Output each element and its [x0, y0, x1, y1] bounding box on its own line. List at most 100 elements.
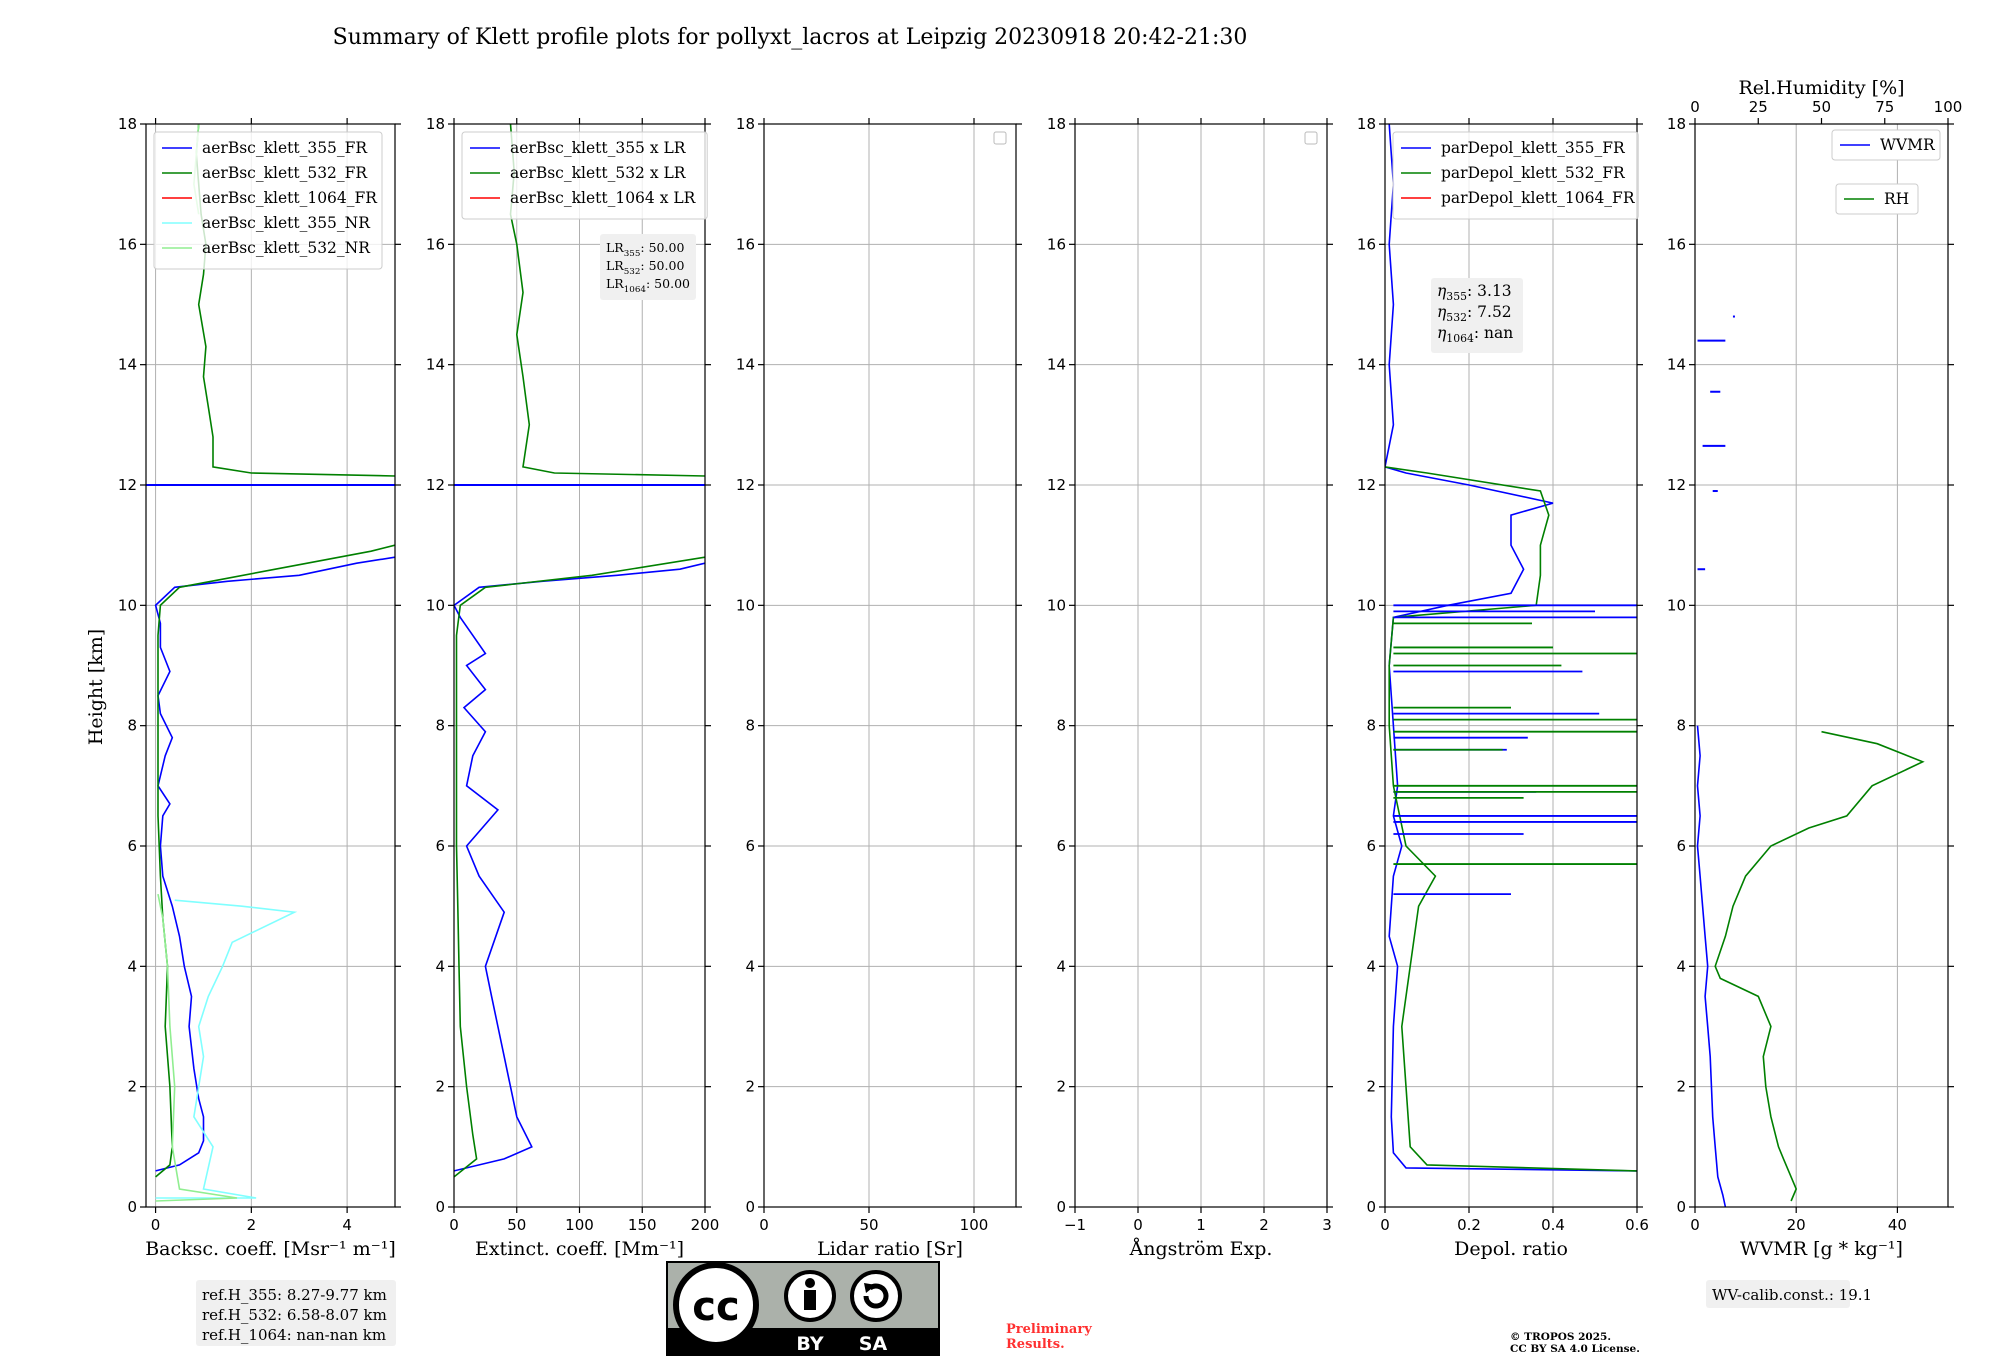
- y-tick-label: 0: [127, 1198, 137, 1216]
- legend-label: aerBsc_klett_532 x LR: [510, 164, 687, 182]
- data-layer: [146, 124, 395, 1202]
- x-tick-label: 0: [151, 1216, 161, 1234]
- legend-label: parDepol_klett_355_FR: [1441, 139, 1626, 157]
- empty-legend-box: [1304, 131, 1318, 145]
- annotation-box: [600, 234, 696, 300]
- y-tick-label: 10: [1667, 596, 1686, 614]
- y-tick-label: 4: [127, 957, 137, 975]
- panel-5: 0 2 4 6 8 10 12 14 16 18 0 0.2 0.4 0.6 Depol. ratio par…: [1357, 115, 1649, 1260]
- panel-1: 0 2 4 6 8 10 12 14 16 18 0 2 4 Backsc. coeff. [Msr⁻¹ …: [118, 115, 401, 1260]
- y-tick-label: 10: [1357, 596, 1376, 614]
- figure-title: Summary of Klett profile plots for polly…: [333, 25, 1248, 50]
- x-axis-label: Lidar ratio [Sr]: [817, 1238, 963, 1260]
- panel-3: 0 2 4 6 8 10 12 14 16 18 0 50 100 Lidar ratio [Sr]: [736, 115, 1022, 1260]
- legend-RH: RH: [1835, 183, 1919, 215]
- wv-calib-const: WV-calib.const.: 19.1: [1712, 1286, 1872, 1304]
- y-tick-label: 4: [745, 957, 755, 975]
- x2-tick-label: 50: [1812, 98, 1831, 116]
- legend-label: parDepol_klett_1064_FR: [1441, 189, 1636, 207]
- by-label: BY: [796, 1333, 823, 1355]
- series-parDepol_klett_532_FR: [1385, 466, 1637, 1172]
- empty-legend-box: [993, 131, 1007, 145]
- legend-label: RH: [1884, 190, 1909, 208]
- y-tick-label: 14: [736, 356, 755, 374]
- legend-label: aerBsc_klett_355 x LR: [510, 139, 687, 157]
- series-aerBsc_klett_532_NR: [155, 124, 238, 1202]
- y-tick-label: 14: [1667, 356, 1686, 374]
- x-tick-label: 200: [691, 1216, 720, 1234]
- preliminary-line-1: Preliminary: [1006, 1322, 1092, 1337]
- x-tick-label: −1: [1064, 1216, 1086, 1234]
- y-tick-label: 2: [1056, 1078, 1066, 1096]
- y-tick-label: 16: [118, 235, 137, 253]
- legend-box: [153, 131, 383, 270]
- ref-h-355: ref.H_355: 8.27-9.77 km: [202, 1286, 387, 1304]
- y-tick-label: 14: [1357, 356, 1376, 374]
- y-tick-label: 0: [1056, 1198, 1066, 1216]
- y-tick-label: 2: [435, 1078, 445, 1096]
- reference-height-box: ref.H_355: 8.27-9.77 km ref.H_532: 6.58-…: [196, 1280, 396, 1346]
- x-tick-label: 2: [247, 1216, 257, 1234]
- legend-label: aerBsc_klett_532_FR: [202, 164, 368, 182]
- y-tick-label: 0: [745, 1198, 755, 1216]
- y-tick-label: 6: [745, 837, 755, 855]
- y-tick-label: 12: [118, 476, 137, 494]
- x2-tick-label: 25: [1749, 98, 1768, 116]
- sa-label: SA: [859, 1333, 888, 1355]
- axes-frame: [145, 123, 396, 1208]
- y-tick-label: 6: [435, 837, 445, 855]
- legend: parDepol_klett_355_FR parDepol_klett_532_…: [1392, 131, 1639, 220]
- y-tick-label: 8: [127, 717, 137, 735]
- legend-label: aerBsc_klett_355_NR: [202, 214, 371, 232]
- series-aerBsc_klett_355 x LR: [454, 562, 705, 1172]
- y-tick-label: 10: [426, 596, 445, 614]
- y-tick-label: 12: [1047, 476, 1066, 494]
- x-axis-label: Extinct. coeff. [Mm⁻¹]: [475, 1238, 684, 1260]
- y-tick-label: 8: [1366, 717, 1376, 735]
- y-tick-label: 8: [1056, 717, 1066, 735]
- y-tick-label: 0: [435, 1198, 445, 1216]
- x-tick-label: 0: [759, 1216, 769, 1234]
- x-axis-label: WVMR [g * kg⁻¹]: [1740, 1238, 1903, 1260]
- x-tick-label: 0.4: [1541, 1216, 1565, 1234]
- y-tick-label: 6: [127, 837, 137, 855]
- y-tick-label: 2: [127, 1078, 137, 1096]
- legend: aerBsc_klett_355 x LR aerBsc_klett_532 x …: [461, 131, 708, 220]
- series-aerBsc_klett_355_FR: [154, 556, 395, 1172]
- series-WVMR: [1696, 725, 1727, 1207]
- legend-label: aerBsc_klett_1064 x LR: [510, 189, 697, 207]
- y-tick-label: 10: [736, 596, 755, 614]
- series-aerBsc_klett_355_NR: [155, 899, 298, 1199]
- x-tick-label: 150: [628, 1216, 657, 1234]
- preliminary-line-2: Results.: [1006, 1337, 1065, 1352]
- y-tick-label: 18: [426, 115, 445, 133]
- copyright-line-2: CC BY SA 4.0 License.: [1510, 1343, 1640, 1355]
- annotation-box: [1431, 278, 1523, 353]
- annotation-line: LR532: 50.00: [606, 258, 684, 277]
- x-tick-label: 40: [1888, 1216, 1907, 1234]
- y-tick-label: 0: [1366, 1198, 1376, 1216]
- y-tick-label: 12: [736, 476, 755, 494]
- x-tick-label: 50: [859, 1216, 878, 1234]
- data-layer: [1696, 315, 1925, 1207]
- data-layer: [1385, 124, 1637, 1172]
- x2-tick-label: 0: [1690, 98, 1700, 116]
- x-axis-label: Depol. ratio: [1454, 1238, 1568, 1260]
- series-RH: [1714, 730, 1925, 1202]
- y-tick-label: 14: [118, 356, 137, 374]
- x-axis-label: Ångström Exp.: [1129, 1238, 1273, 1260]
- wv-calib-box: WV-calib.const.: 19.1: [1706, 1280, 1872, 1308]
- annotation-line: η355: 3.13: [1437, 282, 1512, 303]
- x-tick-label: 50: [507, 1216, 526, 1234]
- legend-box: [1831, 129, 1941, 161]
- x2-tick-label: 75: [1875, 98, 1894, 116]
- y-tick-label: 2: [1676, 1078, 1686, 1096]
- y-tick-label: 12: [426, 476, 445, 494]
- legend-label: parDepol_klett_532_FR: [1441, 164, 1626, 182]
- x-tick-label: 0: [1133, 1216, 1143, 1234]
- x-tick-label: 2: [1259, 1216, 1269, 1234]
